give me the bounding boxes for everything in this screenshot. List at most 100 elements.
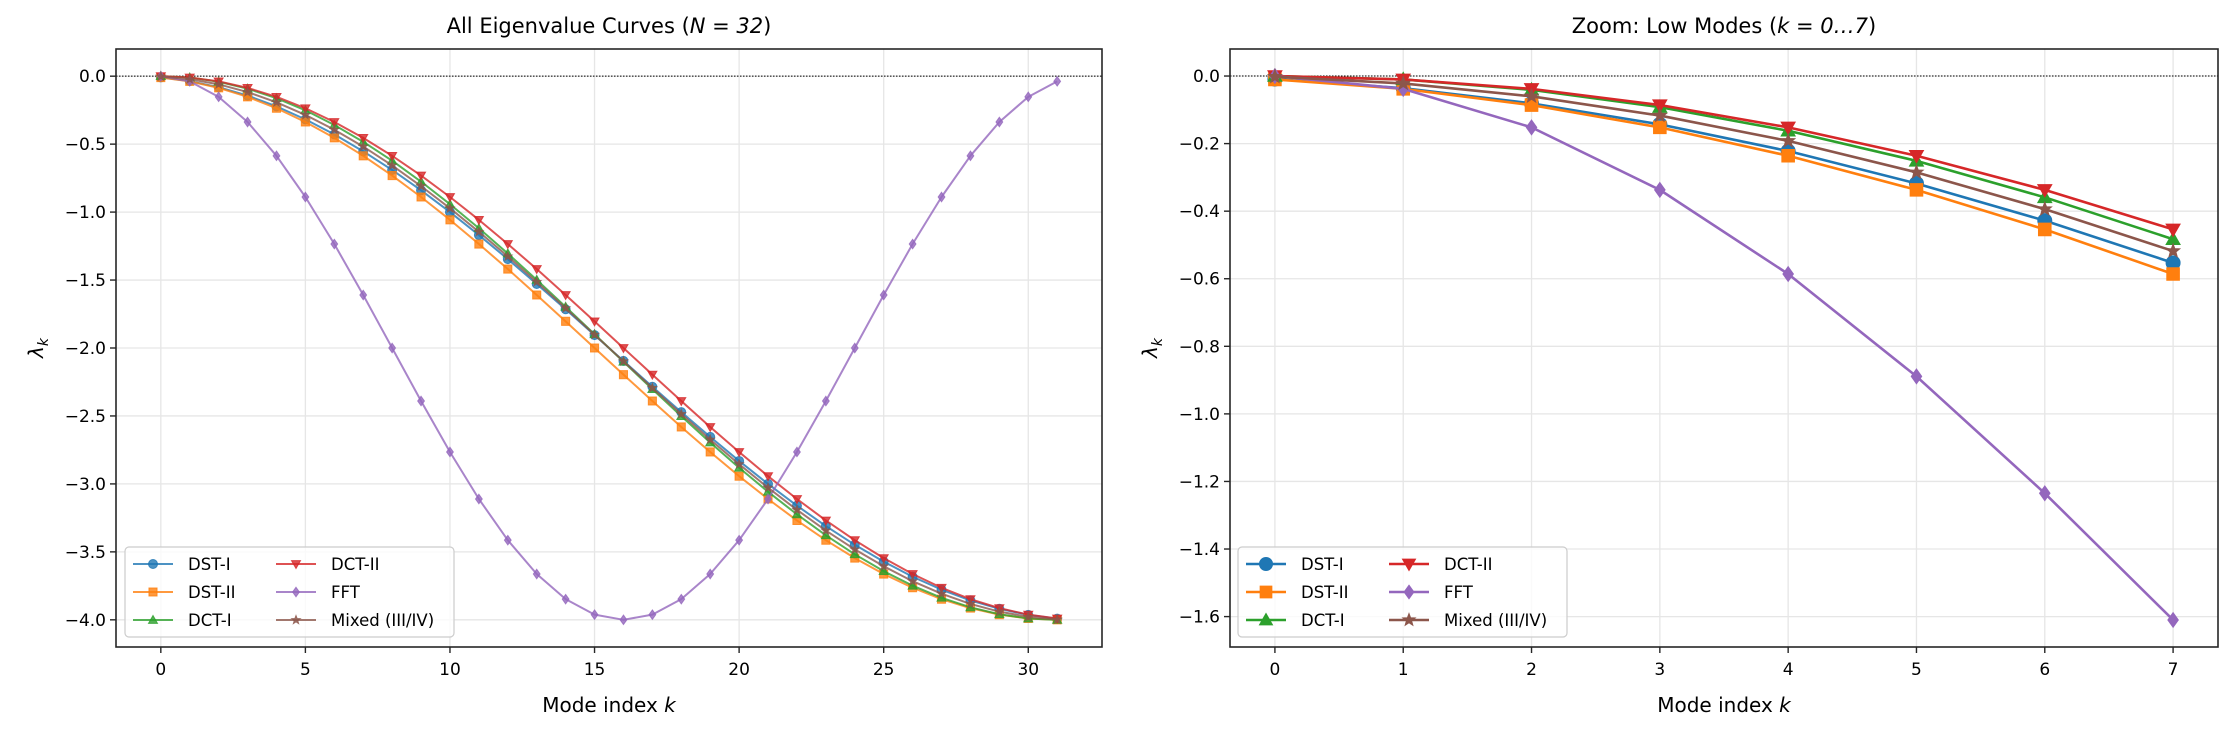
- x-tick-label: 6: [2039, 660, 2050, 680]
- data-point: [214, 91, 223, 103]
- y-tick-label: 0.0: [1193, 67, 1220, 87]
- data-point: [1651, 107, 1668, 123]
- y-tick-label: −2.5: [65, 407, 106, 427]
- data-point: [878, 560, 890, 572]
- legend-marker: [1403, 584, 1415, 600]
- legend-marker: [1401, 558, 1417, 572]
- legend-label: DCT-II: [331, 555, 379, 574]
- data-point: [300, 104, 311, 114]
- y-tick-label: −1.2: [1179, 472, 1220, 492]
- data-point: [357, 140, 369, 152]
- data-point: [675, 397, 687, 407]
- legend-marker: [148, 587, 158, 597]
- data-point: [588, 328, 601, 340]
- legend: DST-I DST-II DCT-I DCT-II FFT Mixed (III/IV): [124, 546, 455, 638]
- data-point: [964, 597, 977, 609]
- data-point: [908, 238, 917, 250]
- data-point: [849, 536, 861, 546]
- data-point: [474, 239, 484, 249]
- data-point: [850, 342, 859, 354]
- data-point: [617, 355, 630, 367]
- data-point: [878, 565, 890, 576]
- data-point: [415, 180, 427, 191]
- data-point: [330, 238, 339, 250]
- data-point: [2165, 242, 2182, 258]
- data-point: [1782, 265, 1795, 283]
- legend-marker: [290, 614, 302, 625]
- data-point: [1523, 87, 1540, 104]
- x-axis-label: Mode index k: [1657, 693, 1792, 717]
- x-tick-label: 10: [439, 660, 461, 680]
- data-point: [820, 524, 832, 536]
- series-line: [160, 75, 1058, 621]
- data-point: [328, 118, 340, 128]
- series-line: [160, 75, 1058, 621]
- y-tick-label: −1.6: [1179, 608, 1220, 628]
- data-point: [532, 568, 541, 580]
- legend-label: DCT-I: [1301, 611, 1345, 630]
- data-point: [415, 171, 427, 182]
- legend-label: DST-II: [188, 583, 235, 602]
- series-dct-ii: [155, 72, 1063, 624]
- x-axis-label-var: k: [1779, 693, 1792, 717]
- legend-label: FFT: [1444, 583, 1474, 602]
- data-point: [590, 609, 599, 621]
- data-point: [502, 240, 514, 250]
- y-tick-label: −1.0: [1179, 405, 1220, 425]
- data-point: [561, 316, 571, 326]
- data-point: [677, 593, 686, 605]
- title-text: All Eigenvalue Curves (: [447, 14, 690, 38]
- y-tick-label: −2.0: [65, 339, 106, 359]
- data-point: [675, 408, 687, 419]
- legend-label: Mixed (III/IV): [1444, 611, 1547, 630]
- y-tick-label: −1.0: [65, 203, 106, 223]
- data-point: [445, 446, 454, 458]
- data-point: [1908, 163, 1925, 180]
- x-tick-label: 7: [2168, 660, 2179, 680]
- y-tick-label: −3.5: [65, 543, 106, 563]
- data-point: [1524, 98, 1539, 112]
- legend-item: DCT-II: [1389, 555, 1492, 574]
- data-point: [589, 343, 600, 353]
- legend-marker: [147, 614, 159, 624]
- data-point: [388, 342, 397, 354]
- data-point: [1022, 610, 1034, 622]
- data-point: [618, 344, 629, 354]
- x-tick-label: 1: [1398, 660, 1409, 680]
- data-point: [2037, 222, 2052, 237]
- data-point: [792, 446, 801, 458]
- data-point: [1653, 181, 1666, 199]
- series-line: [1274, 74, 2174, 241]
- data-point: [559, 302, 572, 313]
- y-axis-label-symbol: λ: [1138, 346, 1162, 359]
- x-tick-label: 4: [1783, 660, 1794, 680]
- y-axis-label-symbol: λ: [24, 346, 48, 359]
- data-point: [706, 568, 715, 580]
- data-point: [618, 370, 629, 380]
- legend-item: DCT-I: [133, 611, 232, 630]
- legend-item: DST-I: [1246, 555, 1344, 574]
- data-point: [241, 86, 254, 97]
- data-point: [473, 215, 485, 226]
- title-text: Zoom: Low Modes (: [1572, 14, 1777, 38]
- x-axis-label-text: Mode index: [1657, 693, 1779, 717]
- data-point: [993, 605, 1005, 617]
- data-point: [2036, 184, 2053, 198]
- legend-item: DST-II: [133, 583, 235, 602]
- y-tick-label: −1.5: [65, 271, 106, 291]
- x-tick-label: 25: [873, 660, 895, 680]
- legend: DST-I DST-II DCT-I DCT-II FFT Mixed (III/IV): [1237, 546, 1568, 638]
- data-point: [1908, 150, 1925, 164]
- data-point: [417, 395, 426, 407]
- data-point: [849, 543, 861, 555]
- y-axis-label-subscript: k: [36, 337, 52, 346]
- x-tick-label: 20: [728, 660, 750, 680]
- y-tick-label: −4.0: [65, 611, 106, 631]
- y-tick-label: −3.0: [65, 475, 106, 495]
- y-tick-label: 0.0: [79, 67, 106, 87]
- data-point: [474, 493, 483, 505]
- data-point: [329, 133, 339, 143]
- data-point: [2036, 200, 2053, 216]
- legend-item: Mixed (III/IV): [1389, 611, 1547, 630]
